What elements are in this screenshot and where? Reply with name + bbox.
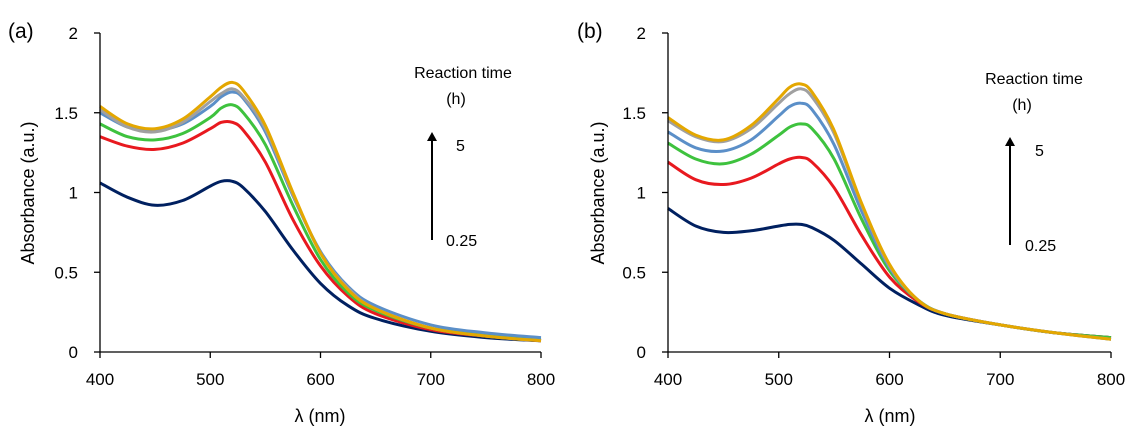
y-tick-label: 0 (637, 343, 646, 362)
annotation-unit: (h) (1012, 97, 1032, 114)
annotation-unit: (h) (446, 91, 466, 108)
annotation-title: Reaction time (985, 71, 1083, 88)
y-tick-label: 1.5 (622, 104, 646, 123)
y-tick-label: 2 (69, 24, 78, 43)
x-tick-label: 600 (306, 370, 334, 389)
x-tick-label: 700 (417, 370, 445, 389)
series-line-3 (99, 103, 542, 341)
series-line-5 (667, 87, 1112, 341)
x-axis-title: λ (nm) (865, 406, 916, 426)
x-tick-label: 800 (1097, 370, 1125, 389)
x-axis-title: λ (nm) (295, 406, 346, 426)
y-tick-label: 1 (637, 184, 646, 203)
annotation-end-label: 5 (1035, 143, 1044, 160)
y-tick-label: 2 (637, 24, 646, 43)
x-tick-label: 500 (765, 370, 793, 389)
series-line-6 (667, 82, 1112, 341)
panel-label: (b) (577, 20, 603, 43)
y-tick-label: 1.5 (54, 104, 78, 123)
series-line-2 (99, 119, 542, 343)
y-tick-label: 1 (69, 184, 78, 203)
y-tick-label: 0 (69, 343, 78, 362)
annotation-title: Reaction time (414, 65, 512, 82)
x-tick-label: 600 (875, 370, 903, 389)
y-axis-title: Absorbance (a.u.) (588, 121, 608, 264)
y-tick-label: 0.5 (622, 263, 646, 282)
x-tick-label: 400 (654, 370, 682, 389)
x-tick-label: 800 (527, 370, 555, 389)
x-tick-label: 700 (986, 370, 1014, 389)
y-tick-label: 0.5 (54, 263, 78, 282)
annotation-end-label: 5 (456, 138, 465, 155)
annotation-start-label: 0.25 (1025, 238, 1056, 255)
x-tick-label: 400 (86, 370, 114, 389)
y-axis-title: Absorbance (a.u.) (18, 121, 38, 264)
series-line-3 (667, 122, 1112, 340)
series-line-1 (99, 179, 542, 343)
annotation-start-label: 0.25 (446, 233, 477, 250)
series-line-6 (99, 80, 542, 343)
x-tick-label: 500 (196, 370, 224, 389)
panel-label: (a) (8, 20, 34, 43)
